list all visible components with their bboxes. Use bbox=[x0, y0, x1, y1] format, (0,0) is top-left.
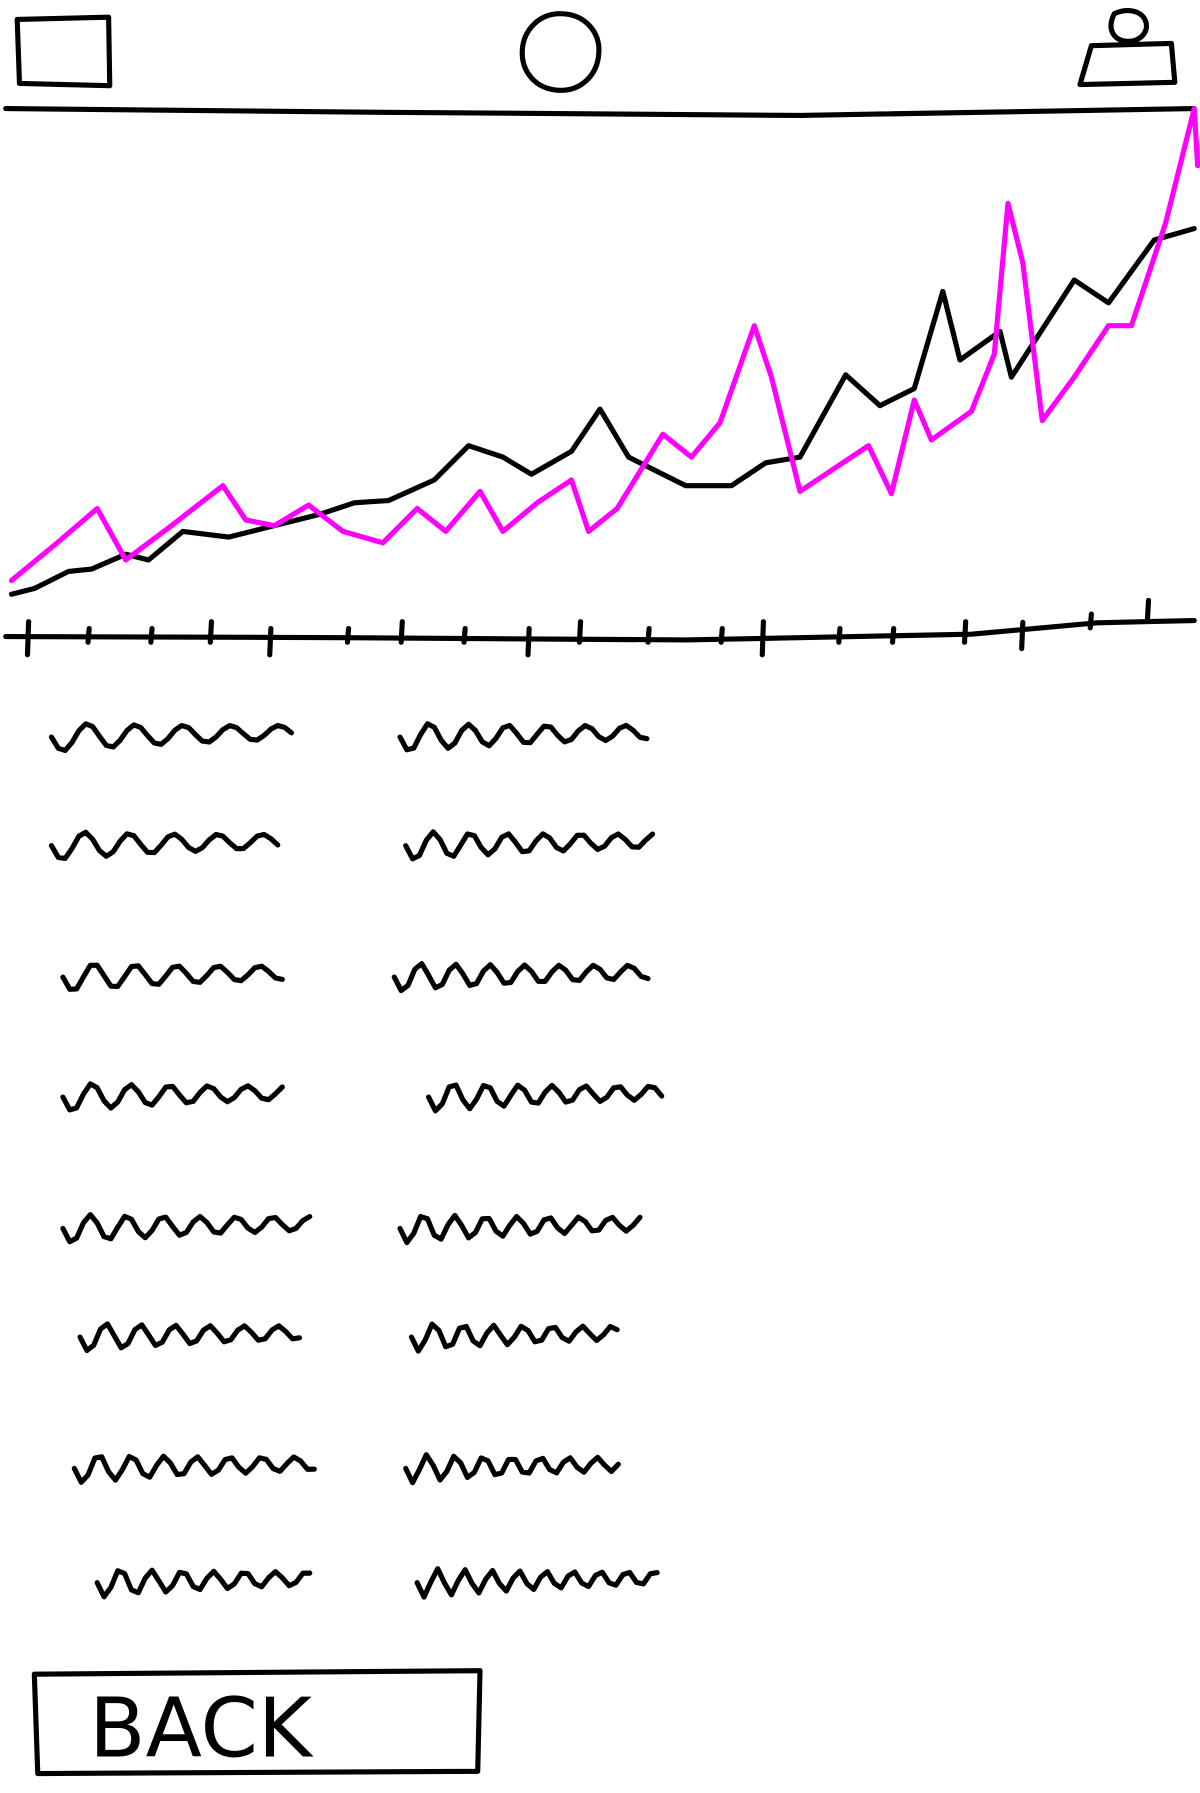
text-placeholder bbox=[94, 1567, 313, 1600]
list-placeholder bbox=[48, 721, 665, 1600]
tick bbox=[85, 625, 92, 645]
text-placeholder bbox=[391, 961, 651, 994]
text-placeholder bbox=[426, 1082, 665, 1114]
text-placeholder bbox=[403, 1452, 621, 1486]
axis-ticks bbox=[24, 597, 1152, 658]
tick bbox=[344, 625, 352, 645]
button-label[interactable]: BACK bbox=[89, 1681, 314, 1776]
text-placeholder bbox=[71, 1453, 317, 1485]
tick bbox=[759, 619, 766, 658]
text-placeholder bbox=[60, 1212, 313, 1245]
text-placeholder bbox=[48, 721, 295, 754]
tick bbox=[267, 625, 274, 658]
series-line-magenta bbox=[8, 105, 1200, 584]
tick bbox=[645, 625, 652, 645]
tick bbox=[398, 619, 405, 645]
tick bbox=[1144, 597, 1152, 624]
text-placeholder bbox=[414, 1566, 660, 1600]
text-placeholder bbox=[397, 721, 650, 753]
tick bbox=[836, 625, 843, 645]
x-axis bbox=[3, 617, 1197, 643]
text-placeholder bbox=[60, 962, 285, 992]
text-placeholder bbox=[77, 1321, 303, 1354]
tick bbox=[24, 619, 32, 658]
tick bbox=[576, 619, 584, 645]
chart-sketch bbox=[3, 105, 1200, 658]
back-button[interactable]: BACK bbox=[31, 1668, 483, 1777]
tick bbox=[961, 619, 969, 645]
header-divider bbox=[3, 105, 1197, 118]
tick bbox=[148, 625, 155, 645]
tick bbox=[525, 625, 532, 658]
series-line-black bbox=[8, 225, 1197, 597]
text-placeholder bbox=[408, 1321, 620, 1354]
text-placeholder bbox=[397, 1212, 643, 1246]
text-placeholder bbox=[60, 1081, 285, 1113]
tick bbox=[461, 625, 468, 645]
button-frame[interactable] bbox=[31, 1668, 483, 1777]
tick bbox=[207, 619, 215, 645]
home-icon[interactable] bbox=[519, 11, 602, 93]
tick bbox=[718, 625, 725, 645]
text-placeholder bbox=[403, 829, 656, 862]
menu-icon[interactable] bbox=[14, 14, 113, 89]
top-bar bbox=[3, 8, 1197, 118]
text-placeholder bbox=[48, 829, 281, 862]
tick bbox=[1087, 611, 1094, 631]
tick bbox=[889, 625, 897, 645]
profile-icon[interactable] bbox=[1077, 8, 1178, 88]
tick bbox=[1019, 619, 1026, 652]
